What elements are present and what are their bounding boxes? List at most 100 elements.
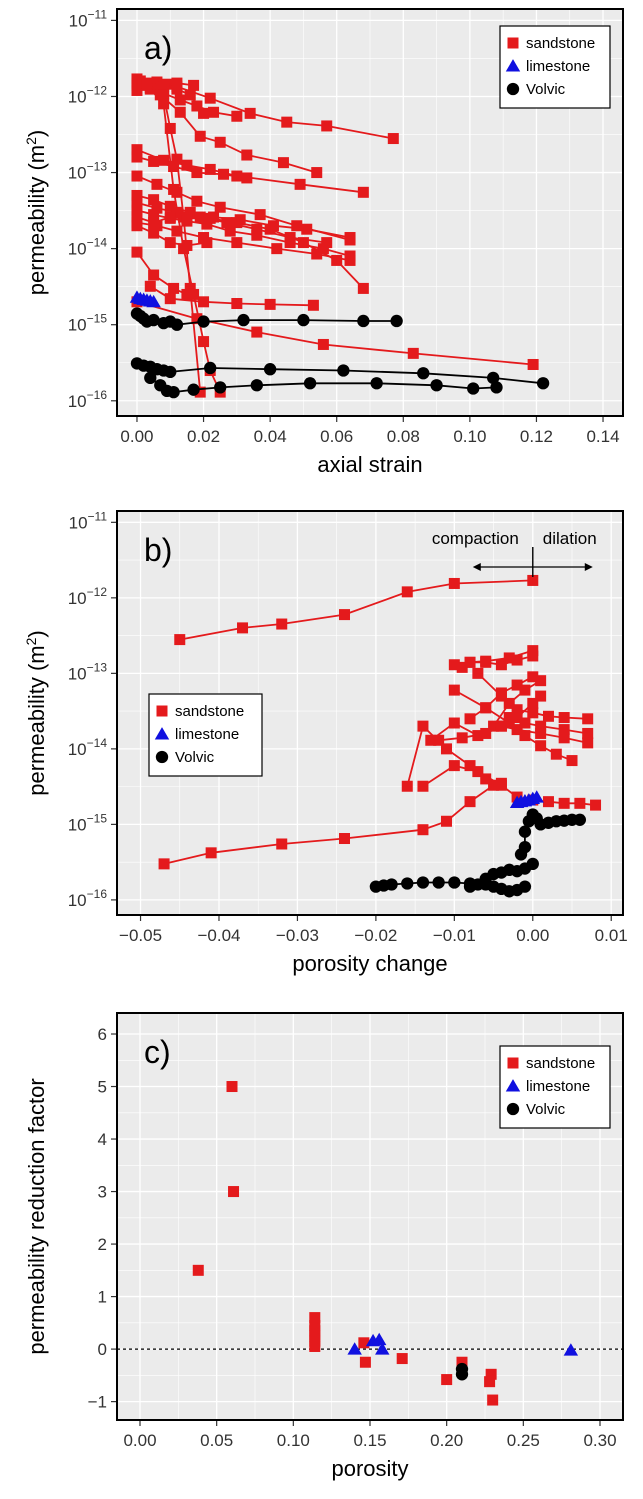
data-point-sandstone <box>131 246 143 258</box>
data-point-sandstone <box>131 197 143 209</box>
data-point-sandstone <box>484 1376 496 1388</box>
data-point-sandstone <box>495 779 507 791</box>
series-volvic <box>463 857 539 893</box>
data-point-volvic <box>170 318 184 331</box>
data-point-sandstone <box>321 237 333 249</box>
legend-label: limestone <box>175 726 239 743</box>
data-point-sandstone <box>297 237 309 249</box>
data-point-sandstone <box>171 225 183 237</box>
data-point-sandstone <box>237 622 249 634</box>
legend-label: limestone <box>526 58 590 75</box>
y-axis-title: permeability (m2) <box>23 630 49 796</box>
data-point-sandstone <box>357 282 369 294</box>
data-point-sandstone <box>527 671 539 683</box>
data-point-sandstone <box>448 717 460 729</box>
data-point-sandstone <box>301 223 313 235</box>
data-point-sandstone <box>456 661 468 673</box>
legend-marker-circle <box>155 750 169 764</box>
series-sandstone <box>131 246 193 300</box>
data-point-sandstone <box>487 1394 499 1406</box>
data-point-sandstone <box>184 206 196 218</box>
data-point-sandstone <box>171 186 183 198</box>
x-tick-label: 0.12 <box>520 427 553 446</box>
data-point-volvic <box>401 877 414 890</box>
series-volvic <box>455 1362 469 1381</box>
data-point-sandstone <box>181 212 193 224</box>
data-point-volvic <box>164 365 177 379</box>
data-point-sandstone <box>181 239 193 251</box>
data-point-sandstone <box>241 149 253 161</box>
compaction-label: compaction <box>432 529 519 548</box>
x-tick-label: 0.00 <box>120 427 153 446</box>
x-tick-label: 0.10 <box>453 427 486 446</box>
series-sandstone <box>158 779 500 870</box>
data-point-sandstone <box>164 200 176 212</box>
data-point-sandstone <box>171 153 183 165</box>
data-point-sandstone <box>527 707 539 719</box>
data-point-volvic <box>369 880 383 893</box>
data-point-sandstone <box>184 282 196 294</box>
series-line <box>136 300 534 366</box>
data-point-sandstone <box>448 659 460 671</box>
data-point-sandstone <box>488 779 500 791</box>
data-point-sandstone <box>158 81 170 93</box>
legend-marker-circle <box>506 1102 520 1116</box>
panel-2: −0.05 −0.04 −0.03 −0.02 −0.01 0.00 0.01 porosit… <box>23 509 628 976</box>
data-point-sandstone <box>590 799 602 811</box>
data-point-sandstone <box>194 130 206 142</box>
series-limestone <box>129 290 161 308</box>
data-point-sandstone <box>188 288 200 300</box>
data-point-sandstone <box>448 760 460 772</box>
data-point-sandstone <box>566 755 578 767</box>
data-point-sandstone <box>582 737 594 749</box>
legend-marker-circle <box>506 82 520 96</box>
data-point-sandstone <box>527 697 539 709</box>
data-point-sandstone <box>201 237 213 249</box>
legend-marker-triangle <box>505 1079 521 1092</box>
data-point-limestone <box>371 1332 387 1346</box>
data-point-sandstone <box>251 223 263 235</box>
data-point-volvic <box>417 367 430 380</box>
data-point-sandstone <box>131 211 143 223</box>
series-volvic <box>144 371 503 399</box>
legend: sandstone limestone Volvic <box>499 25 611 109</box>
data-point-sandstone <box>231 217 243 229</box>
data-point-sandstone <box>519 730 531 742</box>
series-line <box>136 216 364 290</box>
x-tick-label: −0.04 <box>197 926 240 945</box>
dilation-label: dilation <box>543 529 597 548</box>
series-volvic <box>130 357 550 390</box>
x-tick-label: 0.08 <box>387 427 420 446</box>
data-point-sandstone <box>191 167 203 179</box>
data-point-sandstone <box>131 144 143 156</box>
data-point-sandstone <box>344 254 356 266</box>
data-point-sandstone <box>527 650 539 662</box>
data-point-volvic <box>187 383 200 396</box>
panel-label: a) <box>144 30 172 66</box>
panel-label: c) <box>144 1034 171 1070</box>
data-point-sandstone <box>550 748 562 760</box>
data-point-sandstone <box>158 98 170 110</box>
data-point-sandstone <box>214 201 226 213</box>
data-point-sandstone <box>542 796 554 808</box>
data-point-sandstone <box>558 724 570 736</box>
data-point-sandstone <box>148 217 160 229</box>
series-sandstone <box>131 211 369 294</box>
data-point-sandstone <box>396 1353 408 1365</box>
y-tick-label: 10−13 <box>68 660 108 683</box>
data-point-sandstone <box>181 288 193 300</box>
x-tick-label: 0.01 <box>595 926 628 945</box>
data-point-sandstone <box>441 1374 453 1386</box>
x-tick-label: 0.06 <box>320 427 353 446</box>
x-tick-label: 0.00 <box>123 1431 156 1450</box>
data-point-sandstone <box>503 717 515 729</box>
x-tick-label: 0.00 <box>516 926 549 945</box>
data-point-sandstone <box>519 684 531 696</box>
data-point-sandstone <box>480 656 492 668</box>
data-point-limestone <box>347 1342 362 1355</box>
data-point-sandstone <box>198 336 210 348</box>
data-point-volvic <box>167 385 180 399</box>
data-point-sandstone <box>464 760 476 772</box>
data-point-sandstone <box>174 106 186 118</box>
